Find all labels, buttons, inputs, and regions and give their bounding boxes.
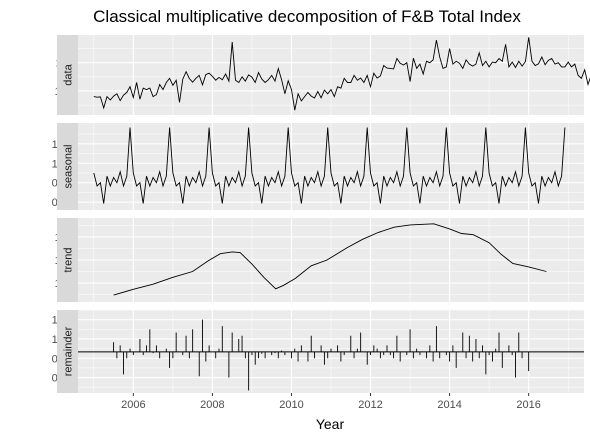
strip-label: data (63, 63, 75, 85)
panel-trend: 100104108trend (55, 218, 584, 302)
series-line-seasonal (93, 127, 566, 204)
chart-title: Classical multiplicative decomposition o… (93, 7, 521, 26)
panel-seasonal: 0.960.991.021.05seasonal (52, 123, 584, 210)
strip-label: trend (63, 247, 75, 272)
x-tick-label: 2012 (358, 399, 382, 411)
strip-background (57, 123, 78, 210)
x-tick-label: 2016 (516, 399, 540, 411)
strip-background (57, 35, 78, 115)
panel-remainder: 0.960.991.021.05remainder (52, 309, 584, 393)
x-tick-label: 2010 (279, 399, 303, 411)
series-line-data (93, 37, 590, 111)
series-line-trend (113, 223, 547, 296)
strip-background (57, 218, 78, 302)
x-tick-label: 2014 (437, 399, 461, 411)
x-axis: 2006 2008 2010 2012 2014 2016 (121, 393, 541, 411)
strip-label: remainder (63, 326, 75, 376)
panels-group: 100110data0.960.991.021.05seasonal100104… (52, 35, 590, 393)
panel-data: 100110data (55, 35, 590, 115)
strip-background (57, 310, 78, 393)
x-tick-label: 2006 (121, 399, 145, 411)
x-tick-label: 2008 (200, 399, 224, 411)
x-axis-title: Year (316, 416, 345, 432)
strip-label: seasonal (63, 144, 75, 188)
